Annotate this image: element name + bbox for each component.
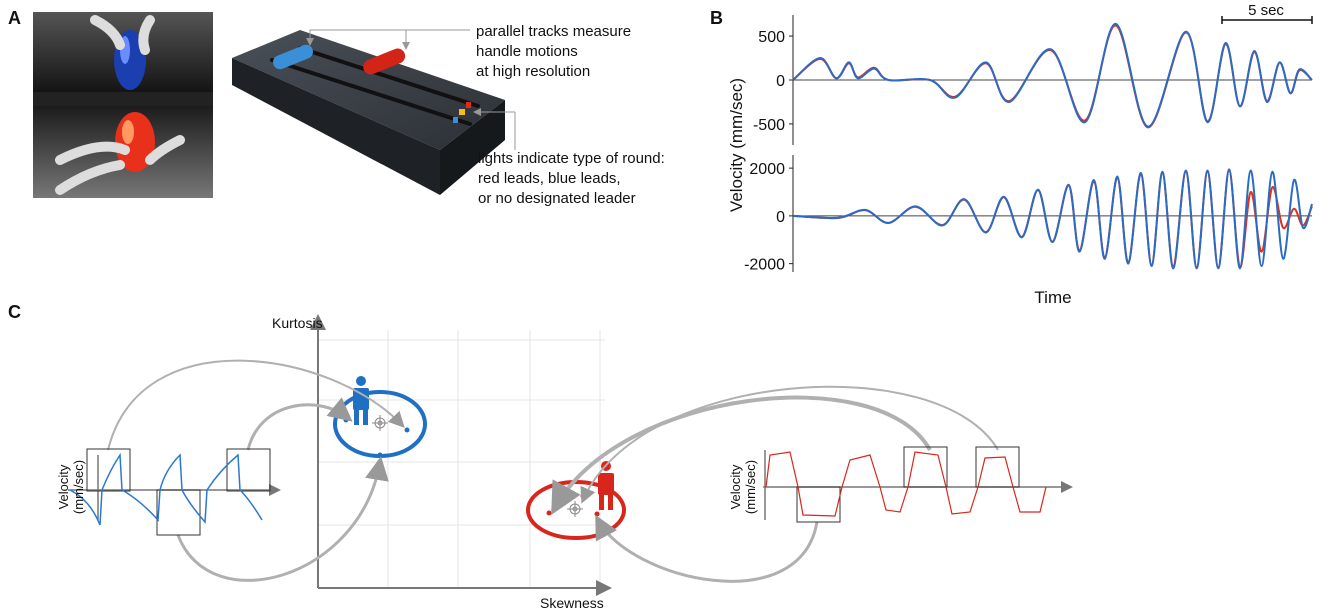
photo xyxy=(33,12,213,198)
annotation-line: parallel tracks measure xyxy=(476,23,631,40)
device xyxy=(232,30,505,195)
panel-label: C xyxy=(8,302,21,322)
annotation-line: or no designated leader xyxy=(478,190,636,207)
wave-label: Velocity xyxy=(728,464,743,509)
wave-label: Velocity xyxy=(56,464,71,509)
velocity-trace xyxy=(792,168,1313,270)
target-marks xyxy=(372,415,583,517)
blue-wave xyxy=(69,452,263,526)
annotation-line: handle motions xyxy=(476,43,578,60)
boxes xyxy=(86,446,1020,536)
y-tick-label: 2000 xyxy=(749,161,785,178)
x-axis-label: Skewness xyxy=(540,595,604,611)
y-tick-label: 0 xyxy=(776,209,785,226)
annotation-line: at high resolution xyxy=(476,63,590,80)
wave-label: (mm/sec) xyxy=(743,460,758,514)
y-axis-label: Velocity (mm/sec) xyxy=(727,78,746,212)
grid xyxy=(318,330,605,588)
arrows xyxy=(107,359,999,583)
y-tick-label: 0 xyxy=(776,73,785,90)
y-tick-label: 500 xyxy=(758,29,785,46)
panel-label: B xyxy=(710,8,723,28)
y-tick-label: -2000 xyxy=(744,257,785,274)
x-axis-label: Time xyxy=(1034,288,1071,307)
red-wave xyxy=(765,451,1047,517)
annotation-line: lights indicate type of round: xyxy=(478,150,665,167)
annotation: lights indicate type of round: red leads,… xyxy=(478,150,665,207)
wave-label: (mm/sec) xyxy=(71,460,86,514)
scale-bar-label: 5 sec xyxy=(1248,2,1284,19)
y-tick-label: -500 xyxy=(753,117,785,134)
annotation: parallel tracks measure handle motions at … xyxy=(476,23,631,80)
y-axis-label: Kurtosis xyxy=(272,315,323,331)
panel-label: A xyxy=(8,8,21,28)
annotation-line: red leads, blue leads, xyxy=(478,170,621,187)
blue-person xyxy=(343,376,410,458)
velocity-trace xyxy=(792,22,1313,128)
scale-bar xyxy=(1221,16,1313,24)
